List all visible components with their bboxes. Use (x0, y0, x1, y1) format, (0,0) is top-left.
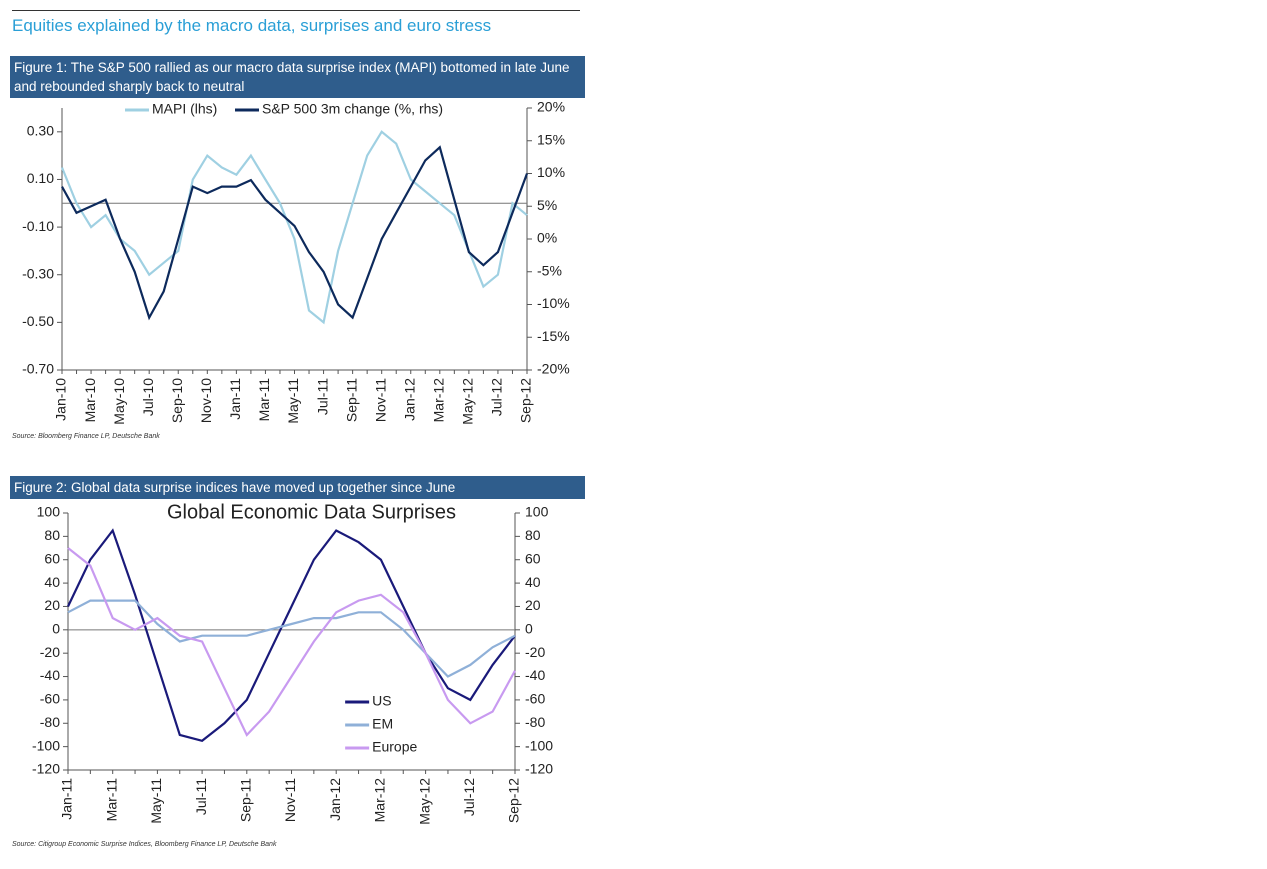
y-tick-label: 60 (44, 550, 60, 566)
x-tick-label: Jul-12 (489, 378, 505, 416)
x-tick-label: Jan-11 (227, 378, 243, 420)
x-tick-label: Nov-11 (282, 778, 298, 822)
y2-tick-label: 20 (525, 597, 541, 613)
legend-label: S&P 500 3m change (%, rhs) (262, 101, 443, 117)
y2-tick-label: -20% (537, 361, 570, 377)
x-tick-label: Jan-10 (53, 378, 69, 421)
x-tick-label: Jan-11 (59, 778, 75, 820)
legend-label: MAPI (lhs) (152, 101, 217, 117)
y-tick-label: -0.30 (22, 265, 54, 281)
x-tick-label: Mar-10 (82, 378, 98, 423)
x-tick-label: Mar-11 (103, 778, 119, 822)
y2-tick-label: 0% (537, 230, 557, 246)
y2-tick-label: -80 (525, 714, 545, 730)
x-tick-label: May-10 (111, 378, 127, 425)
y2-tick-label: -40 (525, 667, 545, 683)
legend-label: EM (372, 716, 393, 732)
y-tick-label: 100 (37, 504, 61, 520)
y2-tick-label: -60 (525, 691, 545, 707)
y-tick-label: 40 (44, 574, 60, 590)
y2-tick-label: -10% (537, 295, 570, 311)
x-tick-label: Mar-12 (372, 778, 388, 823)
y2-tick-label: 15% (537, 131, 565, 147)
y-tick-label: 0 (52, 621, 60, 637)
x-tick-label: Jul-12 (461, 778, 477, 816)
y2-tick-label: 20% (537, 99, 565, 115)
y-tick-label: 20 (44, 597, 60, 613)
series-line (67, 547, 516, 737)
series-line (61, 145, 529, 321)
y-tick-label: 0.30 (27, 123, 54, 139)
charts: -0.70 -0.50 -0.30 -0.10 0.10 0.30 -20% -15% -10%… (22, 99, 570, 825)
legend-label: Europe (372, 739, 417, 755)
y-tick-label: 80 (44, 527, 60, 543)
legend-label: US (372, 693, 391, 709)
figure-caption: Figure 1: The S&P 500 rallied as our mac… (10, 56, 585, 98)
y2-tick-label: 80 (525, 527, 541, 543)
x-tick-label: Jan-12 (401, 378, 417, 421)
x-tick-label: Jul-11 (314, 378, 330, 415)
series-line (67, 599, 516, 678)
y-tick-label: -0.10 (22, 218, 54, 234)
series-line (60, 130, 528, 325)
y2-tick-label: 40 (525, 574, 541, 590)
x-tick-label: Sep-10 (169, 378, 185, 423)
x-tick-label: Sep-12 (518, 378, 534, 423)
y-tick-label: -40 (40, 667, 60, 683)
x-tick-label: Jul-11 (193, 778, 209, 815)
x-tick-label: Nov-11 (372, 378, 388, 422)
x-tick-label: Sep-12 (506, 778, 522, 823)
x-tick-label: May-11 (285, 378, 301, 424)
x-tick-label: Sep-11 (343, 378, 359, 422)
x-tick-label: May-12 (416, 778, 432, 825)
y2-tick-label: -5% (537, 262, 562, 278)
y2-tick-label: 60 (525, 550, 541, 566)
source: Source: Bloomberg Finance LP, Deutsche B… (12, 433, 160, 440)
x-tick-label: May-12 (460, 378, 476, 425)
chart-title: Global Economic Data Surprises (167, 501, 456, 523)
x-tick-label: Mar-12 (431, 378, 447, 423)
x-tick-label: Mar-11 (256, 378, 272, 422)
y-tick-label: -80 (40, 714, 60, 730)
x-tick-label: Jan-12 (327, 778, 343, 821)
x-tick-label: Jul-10 (140, 378, 156, 416)
y2-tick-label: -120 (525, 761, 553, 777)
source: Source: Citigroup Economic Surprise Indi… (12, 841, 277, 848)
y-tick-label: -0.70 (22, 361, 54, 377)
y2-tick-label: -100 (525, 737, 553, 753)
y-tick-label: 0.10 (27, 170, 54, 186)
y2-tick-label: 0 (525, 621, 533, 637)
rule (12, 10, 580, 12)
y-tick-label: -120 (32, 761, 60, 777)
figure-caption: Figure 2: Global data surprise indices h… (10, 476, 585, 499)
y-tick-label: -60 (40, 691, 60, 707)
y2-tick-label: 10% (537, 164, 565, 180)
y2-tick-label: 5% (537, 197, 557, 213)
y-tick-label: -20 (40, 644, 60, 660)
page-title: Equities explained by the macro data, su… (12, 16, 492, 35)
x-tick-label: Sep-11 (238, 778, 254, 822)
series-line (67, 528, 516, 743)
y2-tick-label: -15% (537, 328, 570, 344)
y-tick-label: -100 (32, 737, 60, 753)
x-tick-label: May-11 (148, 778, 164, 824)
y2-tick-label: -20 (525, 644, 545, 660)
y2-tick-label: 100 (525, 504, 549, 520)
x-tick-label: Nov-10 (198, 378, 214, 423)
y-tick-label: -0.50 (22, 313, 54, 329)
